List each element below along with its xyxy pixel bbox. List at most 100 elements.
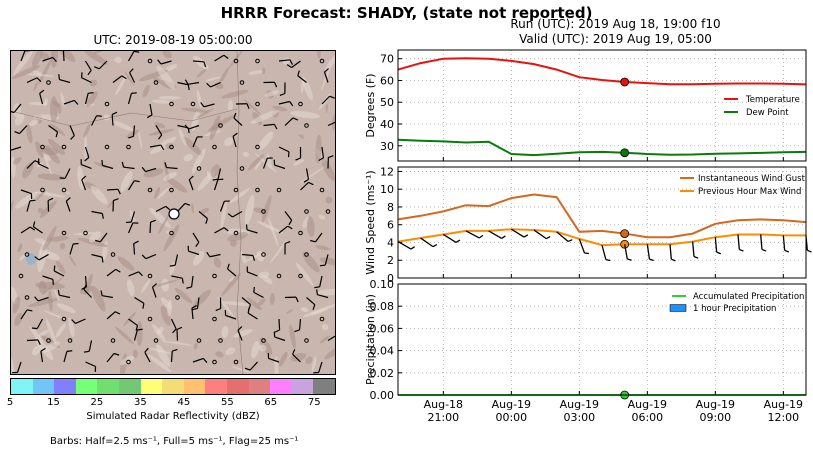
y-tick-label: 12 xyxy=(380,165,394,178)
wind-barb xyxy=(284,240,291,255)
barb-staff xyxy=(102,295,114,299)
barb-flag xyxy=(57,289,60,296)
barb-staff xyxy=(63,351,68,363)
barb-staff xyxy=(192,357,204,363)
barb-flag xyxy=(117,189,121,195)
terrain-shade xyxy=(298,134,305,139)
wind-barb xyxy=(85,361,97,372)
barb-staff xyxy=(305,168,310,180)
wind-barb xyxy=(69,125,75,140)
wind-barb xyxy=(144,347,151,363)
terrain-shade xyxy=(77,237,109,248)
wind-barb xyxy=(20,51,31,62)
barb-staff xyxy=(133,329,138,341)
terrain-shade xyxy=(178,128,187,146)
wind-barb xyxy=(510,228,529,238)
barb-flag xyxy=(94,366,97,372)
terrain-shade xyxy=(17,243,23,253)
calm-circle xyxy=(319,316,325,322)
y-tick-label: 60 xyxy=(380,74,394,87)
wind-barb xyxy=(26,77,42,84)
current-marker xyxy=(620,148,630,158)
wind-barb xyxy=(737,234,744,252)
barb-flag xyxy=(246,266,248,272)
wind-barb xyxy=(192,297,200,311)
barb-staff xyxy=(327,334,335,342)
barb-flag xyxy=(83,284,87,290)
y-tick-label: 40 xyxy=(380,118,394,131)
barb-staff xyxy=(210,81,221,88)
y-axis-label: Degrees (F) xyxy=(364,73,377,137)
calm-circle xyxy=(61,230,67,236)
wind-barb xyxy=(318,146,325,162)
terrain-shade xyxy=(316,288,335,296)
wind-barb xyxy=(273,331,286,342)
terrain-shade xyxy=(269,239,288,264)
terrain-shade xyxy=(39,249,60,261)
wind-barb xyxy=(286,60,301,69)
calm-circle xyxy=(255,144,260,150)
terrain-shade xyxy=(315,134,322,164)
wind-barb xyxy=(171,275,184,284)
wind-barb xyxy=(32,221,43,234)
barb-flag xyxy=(39,89,45,94)
terrain-shade xyxy=(29,119,39,126)
wind-barb xyxy=(321,95,335,105)
barb-staff xyxy=(268,357,280,363)
barb-staff xyxy=(420,237,434,248)
barb-flag xyxy=(187,245,190,252)
terrain-shade xyxy=(244,194,255,225)
colorbar-tick-label: 55 xyxy=(220,397,234,408)
series-line xyxy=(397,193,807,239)
wind-barb xyxy=(397,241,416,250)
terrain-shade xyxy=(38,59,52,84)
barb-staff xyxy=(317,294,329,299)
y-tick-label: 0.00 xyxy=(370,389,395,402)
barb-staff xyxy=(278,146,290,153)
terrain-shade xyxy=(90,185,108,205)
barb-staff xyxy=(128,318,138,326)
barb-staff xyxy=(232,136,237,148)
wind-barb xyxy=(39,89,45,105)
barb-staff xyxy=(20,309,28,320)
terrain-shade xyxy=(266,153,272,170)
barb-staff xyxy=(69,125,75,136)
barb-staff xyxy=(214,54,225,62)
wind-barb xyxy=(192,232,200,248)
barb-staff xyxy=(274,336,286,342)
calm-circle xyxy=(46,80,51,85)
calm-circle xyxy=(233,359,239,365)
legend-label: Instantaneous Wind Gust xyxy=(698,174,806,184)
terrain-shade xyxy=(302,216,310,229)
x-tick-label-date: Aug-19 xyxy=(628,398,667,411)
wind-barb xyxy=(128,271,143,277)
terrain-shade xyxy=(242,151,250,157)
barb-staff xyxy=(42,56,54,62)
barb-flag xyxy=(181,278,184,284)
terrain-shade xyxy=(117,256,135,271)
calm-circle xyxy=(147,187,153,193)
barb-flag xyxy=(29,226,35,231)
x-tick-label-date: Aug-19 xyxy=(492,398,531,411)
barb-flag xyxy=(244,367,251,371)
terrain-shade xyxy=(233,329,253,338)
terrain-shade xyxy=(302,251,320,273)
barb-staff xyxy=(26,77,38,84)
wind-barb xyxy=(84,60,92,76)
run-line: Run (UTC): 2019 Aug 18, 19:00 f10 xyxy=(510,17,721,31)
barb-staff xyxy=(171,275,183,279)
wind-barb xyxy=(300,181,314,191)
terrain-shade xyxy=(230,239,237,247)
terrain-shade xyxy=(148,347,172,354)
calm-circle xyxy=(147,316,153,322)
barb-staff xyxy=(106,188,119,191)
terrain-shade xyxy=(148,128,175,136)
barb-staff xyxy=(241,253,254,257)
y-tick-label: 2 xyxy=(387,254,394,267)
terrain-shade xyxy=(43,310,66,320)
terrain-shade xyxy=(221,89,249,99)
barb-staff xyxy=(53,270,65,277)
barb-flag xyxy=(237,326,243,331)
wind-barb xyxy=(227,210,243,218)
barb-staff xyxy=(102,164,114,170)
